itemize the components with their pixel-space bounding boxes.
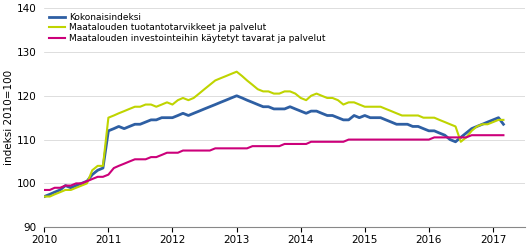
Legend: Kokonaisindeksi, Maatalouden tuotantotarvikkeet ja palvelut, Maatalouden investo: Kokonaisindeksi, Maatalouden tuotantotar…	[47, 11, 327, 45]
Y-axis label: indeksi 2010=100: indeksi 2010=100	[4, 70, 14, 165]
Line: Kokonaisindeksi: Kokonaisindeksi	[44, 96, 504, 196]
Line: Maatalouden investointeihin käytetyt tavarat ja palvelut: Maatalouden investointeihin käytetyt tav…	[44, 135, 504, 190]
Line: Maatalouden tuotantotarvikkeet ja palvelut: Maatalouden tuotantotarvikkeet ja palvel…	[44, 72, 504, 196]
